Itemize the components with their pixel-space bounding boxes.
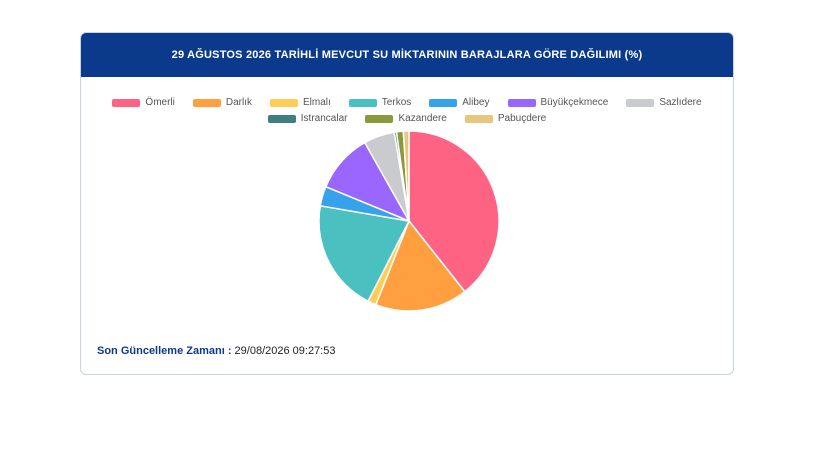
legend-item[interactable]: Kazandere [365, 113, 447, 124]
legend-label: Pabuçdere [497, 113, 547, 124]
legend-swatch [429, 98, 458, 107]
legend-label: Sazlıdere [659, 97, 702, 108]
legend-swatch [507, 98, 536, 107]
legend-item[interactable]: Alibey [429, 97, 490, 108]
pie-slice-4[interactable] [318, 204, 411, 303]
legend-item[interactable]: Ömerli [112, 97, 175, 108]
legend-label: Darlık [225, 97, 252, 108]
legend-label: Alibey [462, 97, 490, 108]
legend-swatch [267, 114, 296, 123]
chart-legend: Ömerli Darlık Elmalı Terkos Alibey Büyükçekme… [81, 97, 733, 124]
legend-swatch [112, 98, 141, 107]
pie-chart [81, 33, 733, 374]
legend-swatch [270, 98, 298, 107]
legend-label: Büyükçekmece [540, 97, 609, 108]
legend-label: Terkos [381, 97, 412, 108]
legend-item[interactable]: Sazlıdere [626, 97, 702, 108]
legend-item[interactable]: Büyükçekmece [507, 97, 609, 108]
last-updated: Son Güncelleme Zamanı : 29/08/2026 09:27… [97, 345, 335, 357]
pie-slice-1[interactable] [408, 130, 500, 293]
legend-label: Istrancalar [300, 113, 348, 124]
last-updated-value: 29/08/2026 09:27:53 [234, 345, 336, 357]
legend-swatch [626, 98, 655, 107]
legend-item[interactable]: Pabuçdere [464, 113, 547, 124]
legend-swatch [348, 98, 377, 107]
legend-swatch [464, 114, 493, 123]
pie-slice-10[interactable] [402, 130, 410, 222]
legend-item[interactable]: Istrancalar [267, 113, 348, 124]
legend-item[interactable]: Darlık [192, 97, 252, 108]
chart-title: 29 AĞUSTOS 2026 TARİHLİ MEVCUT SU MİKTAR… [171, 49, 643, 61]
legend-swatch [192, 98, 221, 107]
chart-header: 29 AĞUSTOS 2026 TARİHLİ MEVCUT SU MİKTAR… [81, 33, 733, 77]
legend-label: Elmalı [303, 97, 331, 108]
legend-label: Kazandere [398, 113, 447, 124]
legend-item[interactable]: Elmalı [270, 97, 331, 108]
last-updated-label: Son Güncelleme Zamanı : [97, 345, 232, 357]
pie-chart-svg [318, 130, 500, 312]
legend-item[interactable]: Terkos [348, 97, 412, 108]
pie-slice-2[interactable] [374, 219, 466, 312]
chart-card: 29 AĞUSTOS 2026 TARİHLİ MEVCUT SU MİKTAR… [80, 32, 734, 375]
legend-label: Ömerli [145, 97, 175, 108]
legend-swatch [365, 114, 394, 123]
